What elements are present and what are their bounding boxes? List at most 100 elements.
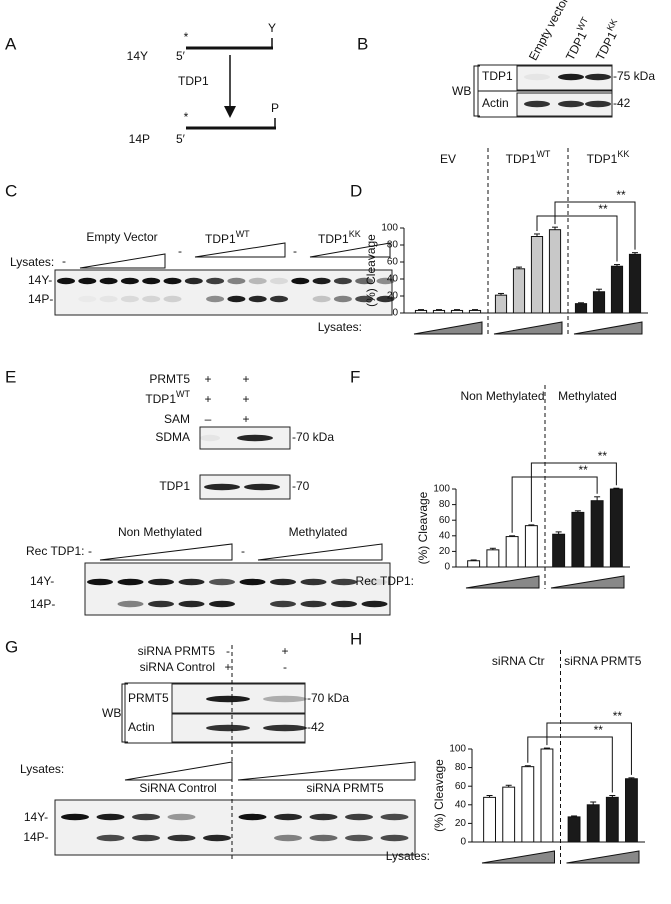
bar — [521, 766, 535, 843]
condition-label-main: TDP1 — [145, 392, 176, 406]
row-label: PRMT5 — [128, 691, 169, 705]
significance-label: ** — [598, 449, 608, 463]
band — [270, 578, 296, 586]
legend-label: EV — [440, 152, 456, 166]
end-label: 5′ — [176, 49, 186, 63]
band — [263, 695, 307, 703]
row-label: Actin — [128, 720, 155, 734]
band — [209, 578, 235, 586]
band — [270, 295, 288, 303]
error-bar — [614, 264, 620, 267]
band — [270, 600, 296, 608]
legend-label-main: EV — [440, 152, 456, 166]
error-bar — [436, 309, 442, 311]
band — [376, 277, 395, 285]
bar — [505, 536, 519, 568]
legend-label-main: TDP1 — [506, 152, 537, 166]
significance-label: ** — [613, 709, 623, 723]
error-bar — [574, 510, 581, 513]
group-label: siRNA PRMT5 — [306, 781, 384, 795]
minus-label: - — [241, 544, 245, 558]
group-label-main: TDP1 — [205, 232, 236, 246]
row-label: TDP1 — [159, 479, 190, 493]
minus-label: - — [88, 544, 92, 558]
band — [380, 813, 409, 821]
band — [206, 695, 250, 703]
panel-label: B — [357, 34, 368, 53]
bar — [540, 748, 554, 843]
condition-label: siRNA Control — [140, 660, 215, 674]
band — [361, 578, 388, 586]
significance-bracket — [527, 736, 613, 793]
legend-label-main: TDP1 — [587, 152, 618, 166]
error-bar — [596, 288, 602, 292]
y-tick-label: 100 — [433, 484, 450, 495]
band — [263, 724, 307, 732]
wedge — [194, 242, 286, 258]
error-bar — [454, 309, 460, 311]
panel-label: G — [5, 637, 18, 656]
y-tick-label: 20 — [455, 818, 467, 829]
lysates-label: Rec TDP1: — [26, 544, 84, 558]
wedge — [465, 575, 540, 589]
band — [355, 277, 374, 285]
bar — [502, 786, 516, 843]
significance-label: ** — [578, 463, 588, 477]
error-bar — [498, 292, 504, 296]
band-label: 14Y- — [28, 273, 52, 287]
lysates-label: Lysates: — [20, 762, 64, 776]
band — [178, 578, 205, 586]
band — [309, 813, 338, 821]
band — [312, 295, 331, 303]
minus-label: - — [62, 254, 66, 268]
bar — [586, 804, 600, 843]
significance-bracket — [536, 215, 618, 262]
band — [99, 277, 118, 285]
marker-label: -70 kDa — [307, 691, 349, 705]
band — [142, 295, 161, 303]
blot — [84, 562, 391, 616]
significance-bracket — [546, 722, 632, 775]
legend-label-main: siRNA Ctr — [492, 654, 545, 668]
band — [117, 600, 144, 608]
y-tick-label: 80 — [439, 499, 451, 510]
band — [376, 295, 395, 303]
error-bar — [472, 309, 478, 311]
band — [117, 578, 144, 586]
panel-label: A — [5, 34, 17, 53]
y-tick-label: 40 — [439, 530, 451, 541]
band — [204, 483, 240, 491]
bar — [483, 796, 496, 843]
legend-label: TDP1KK — [587, 149, 630, 166]
band — [206, 724, 250, 732]
condition-label-main: PRMT5 — [149, 372, 190, 386]
panel-label: D — [350, 181, 362, 200]
band — [270, 277, 288, 285]
y-tick-label: 40 — [455, 799, 467, 810]
error-bar — [590, 801, 597, 805]
y-tick-label: 100 — [381, 223, 398, 234]
legend-label-sup: WT — [536, 149, 550, 159]
band — [163, 277, 182, 285]
bar — [524, 525, 538, 568]
condition-label-main: SAM — [164, 412, 190, 426]
wedge — [79, 253, 166, 269]
wedge — [309, 242, 391, 258]
band — [148, 600, 174, 608]
band — [61, 813, 89, 821]
group-label-sup: WT — [236, 229, 250, 239]
star: * — [184, 30, 189, 44]
condition-label: TDP1WT — [145, 389, 190, 406]
band — [163, 295, 182, 303]
star: * — [184, 110, 189, 124]
legend-label: siRNA Ctr — [492, 654, 545, 668]
legend-label: TDP1WT — [506, 149, 551, 166]
band — [87, 578, 113, 586]
condition-mark: – — [205, 412, 212, 426]
band — [132, 813, 160, 821]
error-bar — [609, 795, 616, 798]
legend-label-sup: KK — [617, 149, 629, 159]
band — [333, 277, 352, 285]
condition-mark: + — [281, 644, 288, 658]
